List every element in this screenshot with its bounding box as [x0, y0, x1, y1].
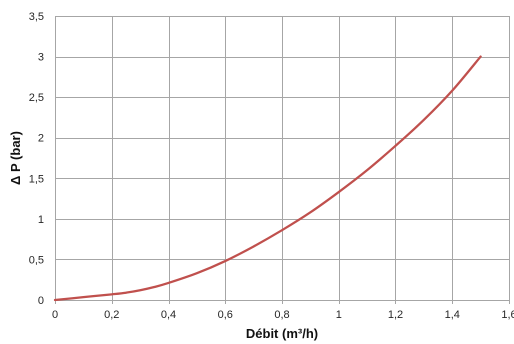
x-tick-label: 0,6	[218, 309, 233, 321]
y-tick-label: 3	[38, 52, 44, 64]
gridlines	[55, 16, 510, 304]
series-layer	[53, 55, 482, 302]
x-tick-label: 0,8	[274, 309, 289, 321]
y-tick-label: 0,5	[29, 254, 44, 266]
y-tick-label: 1,5	[29, 173, 44, 185]
x-tick-label: 0,2	[104, 309, 119, 321]
x-axis-title: Débit (m³/h)	[246, 326, 318, 341]
y-tick-label: 1	[38, 214, 44, 226]
y-axis-ticks: 0 0,5 1 1,5 2 2,5 3 3,5	[29, 11, 44, 307]
y-axis-title: Δ P (bar)	[8, 131, 23, 185]
y-tick-label: 3,5	[29, 11, 44, 23]
x-tick-label: 0	[52, 309, 58, 321]
series-line	[53, 55, 482, 302]
x-axis-ticks: 0 0,2 0,4 0,6 0,8 1 1,2 1,4 1,6	[52, 309, 514, 321]
y-tick-label: 2	[38, 133, 44, 145]
y-tick-label: 2,5	[29, 92, 44, 104]
x-tick-label: 1,6	[501, 309, 514, 321]
x-tick-label: 0,4	[161, 309, 176, 321]
x-tick-label: 1,4	[445, 309, 460, 321]
y-tick-label: 0	[38, 295, 44, 307]
x-tick-label: 1	[336, 309, 342, 321]
x-tick-label: 1,2	[388, 309, 403, 321]
